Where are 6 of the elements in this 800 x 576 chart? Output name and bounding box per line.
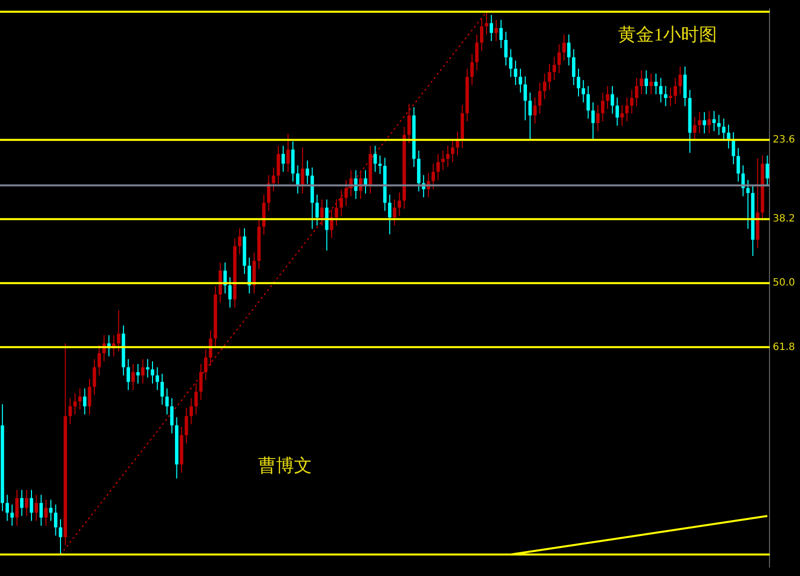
y-tick-label: 50.0 (772, 278, 795, 289)
text: 黄金1小时图 (618, 24, 717, 45)
annotation: 曹博文 (258, 456, 312, 476)
y-tick-label: 38.2 (772, 214, 795, 225)
y-tick-label: 61.8 (772, 342, 795, 353)
y-tick-label: 23.6 (772, 134, 795, 146)
